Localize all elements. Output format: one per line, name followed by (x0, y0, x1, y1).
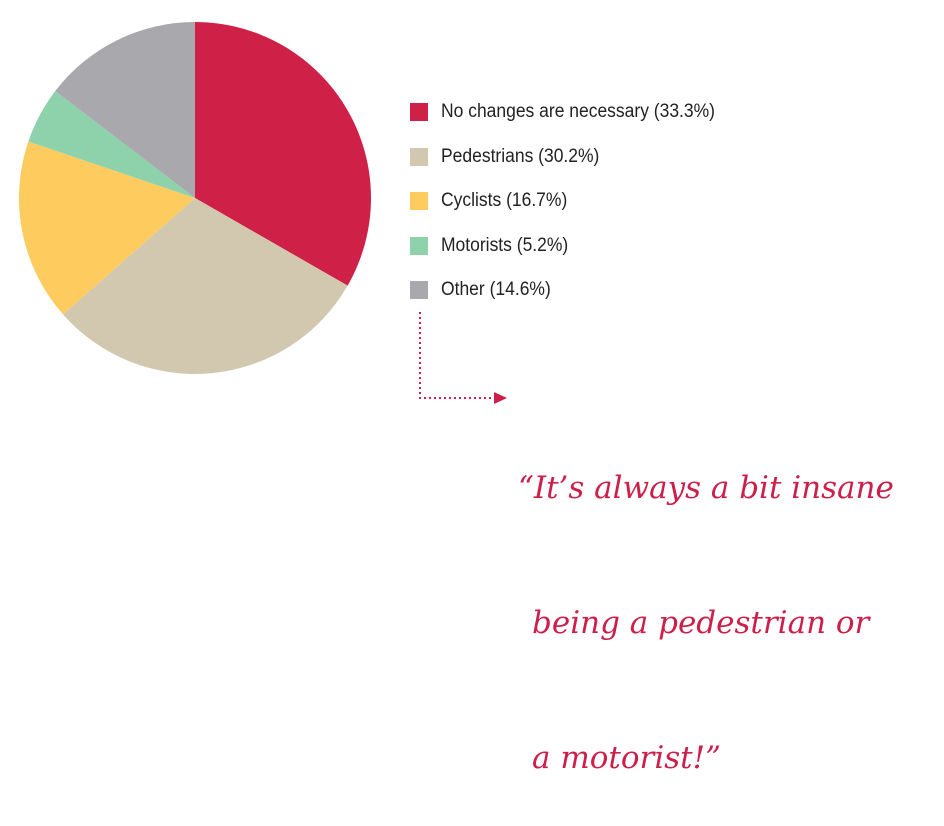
legend-item-motorists: Motorists (5.2%) (410, 224, 739, 269)
legend-item-pedestrians: Pedestrians (30.2%) (410, 135, 739, 180)
pie-slice-4 (55, 22, 196, 198)
pie-slice-1 (62, 198, 348, 374)
annotation-connector (419, 312, 507, 404)
pie-slice-2 (18, 141, 195, 315)
legend-item-other: Other (14.6%) (410, 268, 739, 313)
legend-label: No changes are necessary (33.3%) (441, 101, 716, 123)
legend-swatch (410, 236, 428, 255)
legend-label: Motorists (5.2%) (441, 234, 569, 256)
pull-quote: “It’s always a bit insane being a pedest… (518, 376, 894, 826)
legend: No changes are necessary (33.3%) Pedestr… (410, 90, 739, 313)
legend-swatch (410, 103, 428, 122)
connector-arrowhead-icon (494, 392, 507, 404)
legend-label: Other (14.6%) (441, 279, 551, 301)
pie-slice-0 (195, 22, 371, 286)
quote-line: a motorist!” (532, 740, 721, 776)
quote-line: “It’s always a bit insane (518, 470, 894, 506)
legend-label: Pedestrians (30.2%) (441, 145, 600, 167)
legend-swatch (410, 147, 428, 166)
pie-slice-3 (28, 91, 196, 198)
pie-chart (18, 22, 371, 374)
connector-dotted-line (419, 312, 494, 399)
legend-swatch (410, 281, 428, 300)
quote-line: being a pedestrian or (532, 605, 870, 641)
legend-swatch (410, 192, 428, 211)
legend-label: Cyclists (16.7%) (441, 190, 568, 212)
legend-item-cyclists: Cyclists (16.7%) (410, 179, 739, 224)
legend-item-no-changes: No changes are necessary (33.3%) (410, 90, 739, 135)
